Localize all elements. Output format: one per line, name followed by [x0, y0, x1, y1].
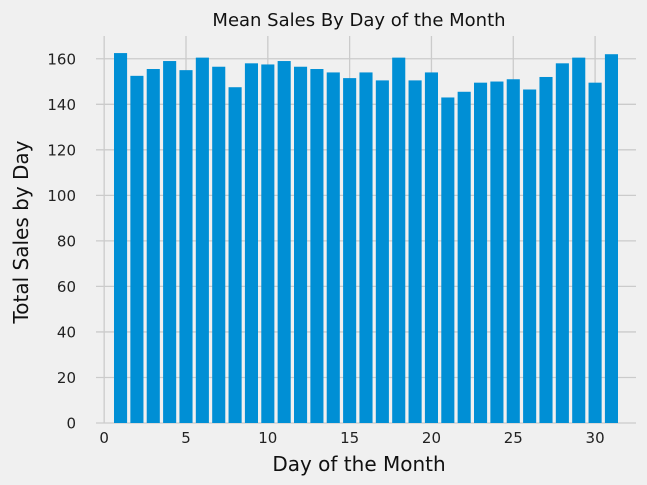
y-tick-label: 0 [66, 415, 76, 433]
x-tick-label: 25 [504, 429, 523, 447]
x-tick-label: 15 [340, 429, 359, 447]
y-axis-label: Total Sales by Day [9, 140, 33, 324]
bar [441, 97, 455, 423]
y-tick-label: 60 [57, 278, 76, 296]
bar [408, 80, 422, 423]
x-tick-label: 10 [258, 429, 277, 447]
bar [359, 72, 373, 424]
bar [604, 54, 618, 424]
x-tick-label: 5 [181, 429, 191, 447]
chart-title: Mean Sales By Day of the Month [212, 10, 505, 31]
bar [555, 63, 569, 423]
bar [474, 82, 488, 423]
bar [457, 91, 471, 423]
y-tick-label: 160 [47, 50, 76, 68]
y-tick-label: 80 [57, 232, 76, 250]
y-tick-label: 20 [57, 369, 76, 387]
bar [130, 75, 144, 424]
x-axis-label: Day of the Month [272, 452, 445, 476]
x-tick-label: 0 [99, 429, 109, 447]
bar [392, 57, 406, 424]
y-tick-label: 140 [47, 96, 76, 114]
bar [179, 70, 193, 423]
bar [277, 61, 291, 424]
x-tick-label: 30 [586, 429, 605, 447]
bar [375, 80, 389, 423]
bar [572, 57, 586, 424]
y-tick-label: 100 [47, 187, 76, 205]
bar [114, 53, 128, 424]
x-tick-label: 20 [422, 429, 441, 447]
bar [294, 66, 308, 423]
bar [424, 72, 438, 424]
bar [326, 72, 340, 424]
bar [244, 63, 258, 423]
bar [588, 82, 602, 423]
y-tick-label: 120 [47, 141, 76, 159]
bars [114, 53, 618, 424]
bar [310, 69, 324, 424]
bar [228, 87, 242, 424]
bar [539, 76, 553, 423]
bar [523, 89, 537, 423]
bar [212, 66, 226, 423]
bar [343, 78, 357, 423]
bar [506, 79, 520, 424]
bar [261, 64, 275, 424]
tick-labels: 0 20 40 60 80 100 120 140 160 0 5 10 15 20 25 30 [47, 50, 604, 447]
y-tick-label: 40 [57, 323, 76, 341]
bar [146, 69, 160, 424]
bar [163, 61, 177, 424]
bar [195, 57, 209, 424]
bar [490, 81, 504, 423]
